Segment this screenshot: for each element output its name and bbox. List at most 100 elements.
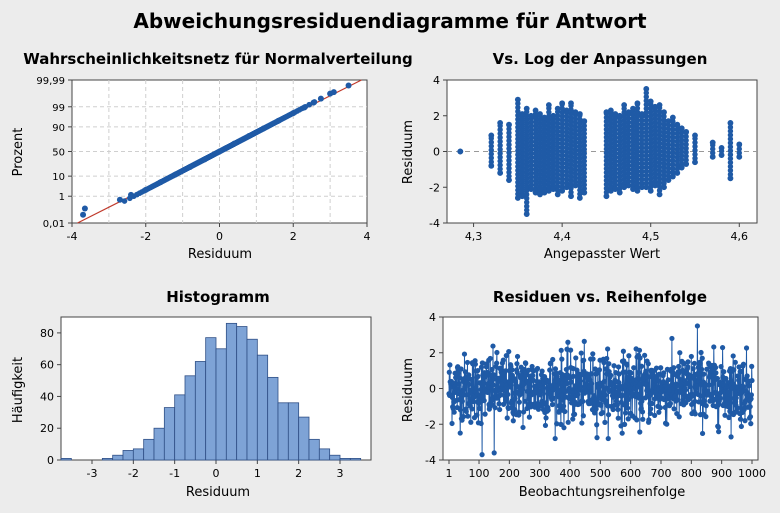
- data-point: [500, 357, 506, 363]
- data-point: [568, 185, 574, 192]
- data-point: [546, 156, 552, 163]
- data-point: [612, 154, 618, 161]
- y-tick-label: 80: [40, 327, 54, 340]
- data-point: [528, 123, 534, 129]
- x-tick-label: -1: [169, 467, 180, 480]
- data-point: [515, 152, 521, 158]
- data-point: [689, 393, 696, 399]
- data-point: [532, 107, 539, 114]
- data-point: [484, 389, 491, 396]
- data-point: [725, 388, 731, 395]
- data-point: [512, 395, 518, 402]
- data-point: [457, 374, 463, 381]
- histogram-bar: [122, 450, 134, 461]
- data-point: [661, 164, 667, 171]
- data-point: [656, 179, 663, 186]
- normal-probability-plot: Wahrscheinlichkeitsnetz für Normalvertei…: [11, 50, 413, 262]
- data-point: [559, 168, 565, 174]
- x-tick-label: 1: [254, 467, 261, 480]
- data-point: [656, 172, 663, 178]
- data-point: [652, 170, 658, 177]
- histogram-bar: [163, 407, 176, 461]
- data-point: [631, 365, 637, 371]
- data-point: [683, 153, 689, 159]
- data-point: [555, 132, 561, 139]
- data-point: [670, 169, 676, 176]
- data-point: [609, 381, 615, 388]
- data-point: [746, 383, 752, 389]
- histogram-bar: [298, 416, 310, 461]
- data-point: [563, 164, 570, 171]
- data-point: [515, 136, 521, 142]
- data-point: [639, 137, 645, 143]
- data-point: [550, 123, 556, 129]
- data-point: [748, 396, 754, 402]
- data-point: [581, 150, 587, 156]
- data-point: [621, 157, 627, 163]
- data-point: [506, 173, 512, 179]
- data-point: [674, 134, 680, 141]
- data-point: [559, 137, 565, 143]
- data-point: [625, 170, 632, 177]
- data-point: [661, 157, 667, 163]
- x-tick-label: 4,4: [553, 230, 571, 243]
- data-point: [570, 365, 576, 372]
- data-point: [550, 135, 556, 141]
- data-point: [639, 121, 645, 128]
- data-point: [555, 128, 561, 135]
- data-point: [555, 156, 561, 162]
- data-point: [665, 157, 672, 164]
- data-point: [540, 388, 546, 394]
- data-point: [526, 395, 532, 401]
- data-point: [683, 128, 690, 135]
- data-point: [670, 122, 676, 129]
- data-point: [669, 335, 675, 342]
- data-point: [603, 122, 610, 129]
- data-point: [559, 160, 565, 166]
- data-point: [555, 175, 561, 182]
- data-point: [608, 180, 614, 186]
- data-point: [736, 141, 743, 148]
- data-point: [735, 373, 741, 379]
- x-tick-label: 100: [469, 467, 490, 480]
- data-point: [572, 182, 579, 189]
- data-point: [457, 430, 463, 436]
- data-point: [634, 121, 641, 127]
- data-point: [692, 155, 698, 161]
- data-point: [563, 172, 570, 179]
- data-point: [661, 141, 667, 147]
- data-point: [603, 114, 610, 121]
- data-point: [608, 172, 614, 178]
- data-point: [630, 154, 636, 161]
- data-point: [639, 176, 645, 183]
- data-point: [625, 167, 632, 173]
- data-point: [620, 348, 626, 354]
- data-point: [656, 191, 663, 198]
- data-point: [559, 156, 565, 163]
- data-point: [661, 121, 667, 128]
- data-point: [656, 175, 663, 182]
- data-point: [449, 394, 455, 401]
- data-point: [673, 383, 680, 389]
- data-point: [581, 166, 587, 172]
- data-point: [568, 146, 574, 152]
- vs-order-ylabel: Residuum: [401, 358, 416, 422]
- vs-fits-x-ticks: 4,3 4,4 4,5 4,6: [465, 223, 748, 243]
- data-point: [727, 120, 734, 126]
- data-point: [612, 139, 618, 145]
- data-point: [617, 138, 623, 145]
- data-point: [722, 412, 728, 418]
- data-point: [541, 150, 548, 156]
- data-point: [603, 138, 610, 144]
- data-point: [477, 392, 483, 398]
- data-point: [572, 147, 579, 153]
- data-point: [515, 140, 521, 146]
- data-point: [726, 404, 732, 410]
- data-point: [625, 143, 632, 149]
- data-point: [515, 159, 521, 166]
- x-tick-label: -3: [87, 467, 98, 480]
- data-point: [121, 198, 128, 204]
- data-point: [514, 353, 521, 360]
- x-tick-label: 0: [216, 230, 223, 243]
- data-point: [630, 147, 636, 153]
